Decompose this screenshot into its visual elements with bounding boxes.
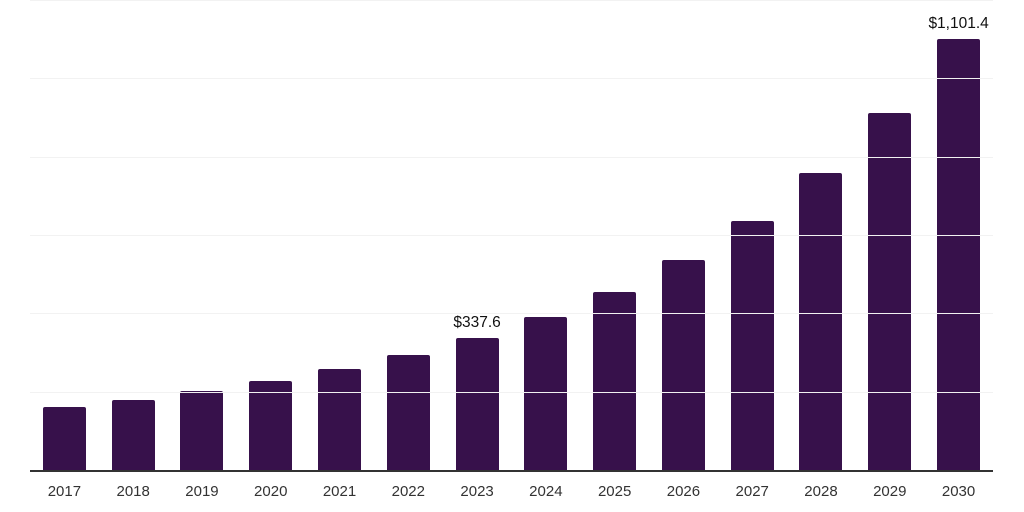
bar-slot-2020 bbox=[236, 0, 305, 470]
x-tick-label-2028: 2028 bbox=[804, 482, 838, 500]
x-tick-label-2019: 2019 bbox=[185, 482, 219, 500]
x-tick-label-2022: 2022 bbox=[391, 482, 425, 500]
bar-2019 bbox=[180, 391, 224, 470]
x-tick-label-2020: 2020 bbox=[254, 482, 288, 500]
bar-slot-2027 bbox=[718, 0, 787, 470]
gridline bbox=[30, 391, 993, 393]
data-label-2030: $1,101.4 bbox=[928, 14, 989, 32]
bar-2018 bbox=[111, 400, 155, 470]
gridline bbox=[30, 235, 993, 236]
bar-2024 bbox=[524, 317, 568, 470]
bar-slot-2023 bbox=[443, 0, 512, 470]
bar-slot-2025 bbox=[580, 0, 649, 470]
gridline bbox=[30, 156, 993, 158]
x-tick-label-2021: 2021 bbox=[322, 482, 357, 500]
bars-row bbox=[30, 0, 993, 470]
plot-area: $337.6 $1,101.4 bbox=[30, 0, 993, 472]
bar-slot-2030 bbox=[924, 0, 993, 470]
bar-2021 bbox=[318, 369, 362, 470]
bar-2017 bbox=[42, 407, 86, 470]
bar-2025 bbox=[593, 292, 637, 470]
bar-slot-2021 bbox=[305, 0, 374, 470]
bar-2028 bbox=[799, 173, 843, 470]
x-tick-label-2023: 2023 bbox=[460, 482, 494, 500]
x-axis-labels: 2017 2018 2019 2020 2021 2022 2023 2024 2025 2026… bbox=[30, 472, 993, 510]
bar-2023 bbox=[455, 337, 499, 470]
x-tick-label-2018: 2018 bbox=[116, 482, 150, 500]
bar-2026 bbox=[661, 260, 705, 470]
bar-2020 bbox=[249, 381, 293, 470]
x-tick-label-2029: 2029 bbox=[873, 482, 907, 500]
bar-slot-2029 bbox=[855, 0, 924, 470]
bar-2029 bbox=[868, 113, 912, 470]
x-tick-label-2017: 2017 bbox=[47, 482, 82, 500]
bar-slot-2018 bbox=[99, 0, 168, 470]
gridline bbox=[30, 0, 993, 1]
bar-2030 bbox=[937, 38, 981, 470]
bar-slot-2026 bbox=[649, 0, 718, 470]
gridline bbox=[30, 313, 993, 315]
x-tick-label-2030: 2030 bbox=[941, 482, 976, 500]
bar-slot-2024 bbox=[511, 0, 580, 470]
bar-slot-2022 bbox=[374, 0, 443, 470]
bar-2022 bbox=[386, 355, 430, 470]
data-label-2023: $337.6 bbox=[453, 313, 501, 331]
x-tick-label-2027: 2027 bbox=[735, 482, 769, 500]
gridline bbox=[30, 78, 993, 80]
bar-slot-2017 bbox=[30, 0, 99, 470]
bar-slot-2019 bbox=[168, 0, 237, 470]
x-tick-label-2025: 2025 bbox=[597, 482, 632, 500]
bar-slot-2028 bbox=[787, 0, 856, 470]
x-tick-label-2026: 2026 bbox=[666, 482, 701, 500]
bar-2027 bbox=[730, 221, 774, 470]
x-tick-label-2024: 2024 bbox=[529, 482, 563, 500]
